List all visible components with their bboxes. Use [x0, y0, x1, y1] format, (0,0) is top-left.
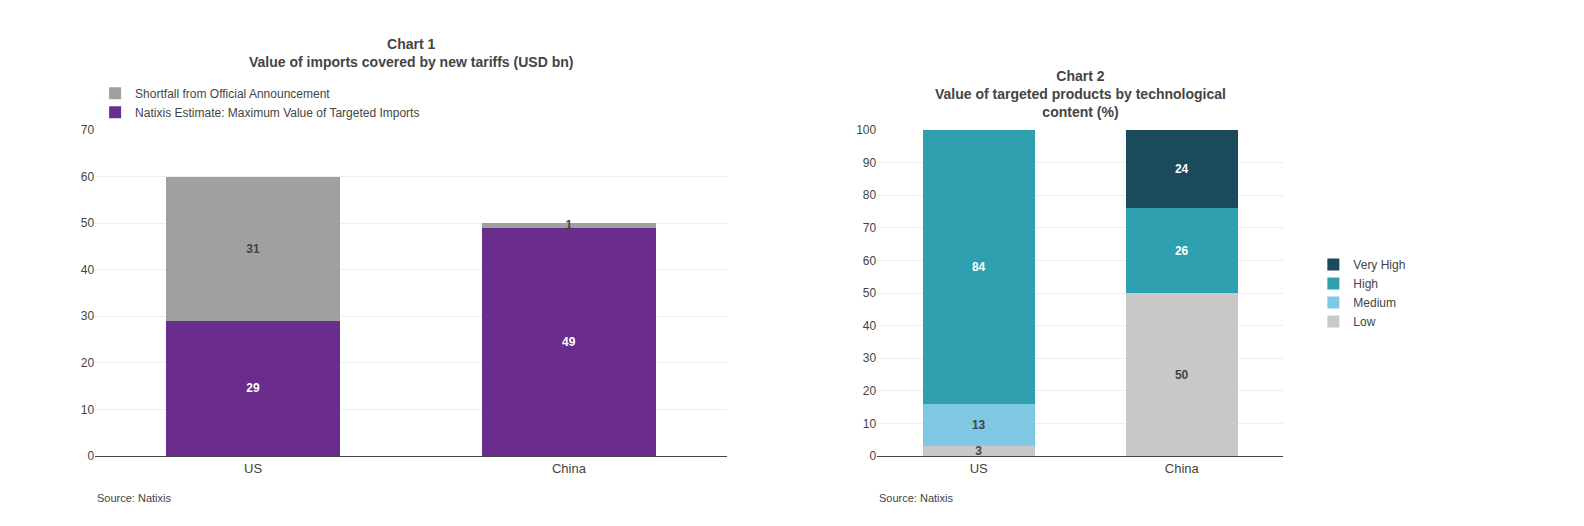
svg-text:Source: Natixis: Source: Natixis: [879, 492, 953, 504]
svg-text:100: 100: [856, 123, 876, 137]
svg-text:Natixis Estimate: Maximum Valu: Natixis Estimate: Maximum Value of Targe…: [135, 106, 419, 120]
svg-text:80: 80: [863, 188, 877, 202]
svg-text:84: 84: [972, 260, 986, 274]
svg-text:30: 30: [863, 351, 877, 365]
svg-text:70: 70: [81, 123, 95, 137]
svg-text:Chart 1Value of imports covere: Chart 1Value of imports covered by new t…: [249, 36, 573, 70]
svg-text:20: 20: [81, 356, 95, 370]
svg-text:50: 50: [81, 216, 95, 230]
svg-text:10: 10: [863, 417, 877, 431]
svg-text:30: 30: [81, 309, 95, 323]
svg-text:3: 3: [975, 444, 982, 458]
svg-text:High: High: [1353, 277, 1378, 291]
svg-text:26: 26: [1175, 244, 1189, 258]
svg-text:13: 13: [972, 418, 986, 432]
svg-text:US: US: [970, 461, 988, 476]
svg-text:40: 40: [81, 263, 95, 277]
svg-text:50: 50: [863, 286, 877, 300]
svg-text:Shortfall from Official Announ: Shortfall from Official Announcement: [135, 87, 330, 101]
svg-text:0: 0: [870, 449, 877, 463]
svg-text:40: 40: [863, 319, 877, 333]
svg-text:Chart 2Value of targeted produ: Chart 2Value of targeted products by tec…: [935, 68, 1226, 120]
svg-text:Medium: Medium: [1353, 296, 1396, 310]
svg-text:60: 60: [863, 254, 877, 268]
svg-text:60: 60: [81, 170, 95, 184]
svg-text:1: 1: [565, 218, 572, 232]
svg-text:50: 50: [1175, 368, 1189, 382]
svg-text:Very High: Very High: [1353, 258, 1405, 272]
svg-text:31: 31: [246, 242, 260, 256]
svg-text:Source: Natixis: Source: Natixis: [97, 492, 171, 504]
svg-text:90: 90: [863, 156, 877, 170]
svg-text:24: 24: [1175, 162, 1189, 176]
svg-text:10: 10: [81, 403, 95, 417]
svg-text:70: 70: [863, 221, 877, 235]
svg-text:49: 49: [562, 335, 576, 349]
svg-text:29: 29: [246, 381, 260, 395]
svg-text:US: US: [244, 461, 262, 476]
svg-text:China: China: [552, 461, 587, 476]
svg-text:Low: Low: [1353, 315, 1375, 329]
svg-text:0: 0: [87, 449, 94, 463]
svg-text:China: China: [1165, 461, 1200, 476]
svg-text:20: 20: [863, 384, 877, 398]
